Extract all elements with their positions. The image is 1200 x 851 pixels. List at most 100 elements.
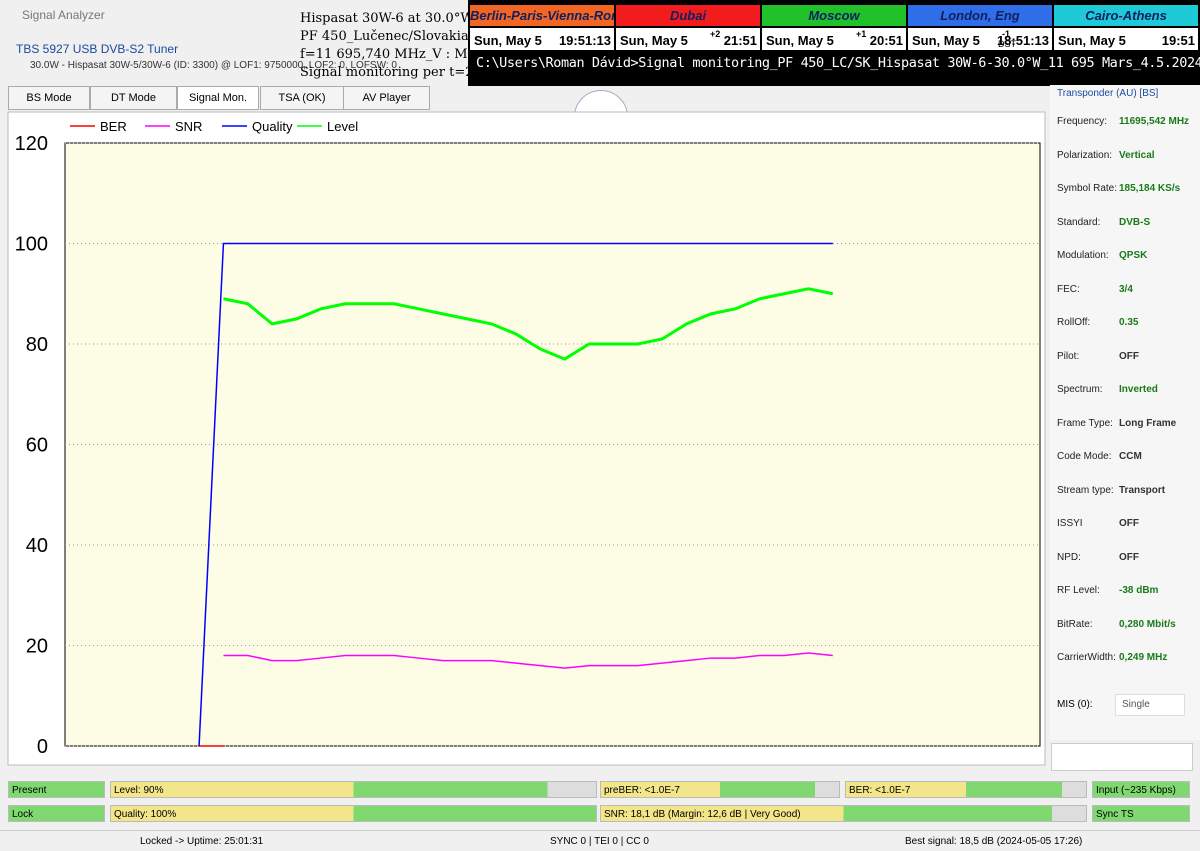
legend-label: SNR — [175, 119, 202, 134]
tp-value: Transport — [1119, 484, 1166, 496]
status-bar: preBER: <1.0E-7 — [600, 781, 840, 798]
overlay-line: Signal monitoring per t=24+h — [300, 65, 502, 80]
tp-value: 3/4 — [1119, 283, 1133, 295]
tp-value: 11695,542 MHz — [1119, 116, 1190, 127]
y-tick-label: 100 — [15, 234, 48, 256]
tp-value: Long Frame — [1119, 417, 1177, 429]
status-bar: Lock — [8, 805, 105, 822]
tp-value: OFF — [1119, 518, 1139, 529]
status-bar: BER: <1.0E-7 — [845, 781, 1087, 798]
series-line — [223, 287, 834, 361]
clock-offset: +2 — [710, 29, 721, 39]
clock-date: Sun, May 5 — [620, 33, 688, 48]
status-bar: Sync TS — [1092, 805, 1190, 822]
tp-value: 0,249 MHz — [1119, 652, 1168, 663]
tp-label: Standard: — [1057, 216, 1101, 228]
y-tick-label: 40 — [26, 535, 48, 557]
mis-label: MIS (0): — [1057, 699, 1093, 710]
y-tick-label: 120 — [15, 133, 48, 155]
tab[interactable]: BS Mode — [8, 86, 90, 110]
tab[interactable]: TSA (OK) — [260, 86, 344, 110]
transponder-panel — [1050, 85, 1200, 740]
clock-cell — [470, 28, 614, 50]
tp-value: 0.35 — [1119, 317, 1139, 328]
series-line — [223, 652, 833, 669]
clock-city: Moscow — [762, 5, 906, 26]
clock-city: Dubai — [616, 5, 760, 26]
status-bar: Present — [8, 781, 105, 798]
overlay-line: Hispasat 30W-6 at 30.0°W — [300, 11, 474, 26]
footer-text: Locked -> Uptime: 25:01:31 — [140, 836, 264, 847]
clock-time: 20:51 — [869, 33, 903, 48]
status-bar: Level: 90% — [110, 781, 597, 798]
tp-value: -38 dBm — [1119, 585, 1159, 596]
tp-label: FEC: — [1057, 283, 1080, 295]
clock-cell — [908, 28, 1052, 50]
y-tick-label: 20 — [26, 636, 48, 658]
tp-label: Frequency: — [1057, 116, 1108, 127]
overlay-line: PF 450_Lučenec/Slovakia — [300, 29, 469, 44]
y-tick-label: 0 — [37, 736, 48, 758]
legend-label: Quality — [252, 119, 293, 134]
tp-label: Code Mode: — [1057, 451, 1112, 462]
status-bar: SNR: 18,1 dB (Margin: 12,6 dB | Very Goo… — [600, 805, 1087, 822]
clock-city: Cairo-Athens — [1054, 5, 1198, 26]
tp-label: NPD: — [1057, 551, 1081, 563]
legend-label: Level — [327, 119, 358, 134]
clock-time: 19:51 — [1161, 33, 1195, 48]
footer-text: Best signal: 18,5 dB (2024-05-05 17:26) — [905, 836, 1083, 847]
tp-value: DVB-S — [1119, 216, 1151, 228]
clock-cell — [1054, 28, 1198, 50]
clock-date: Sun, May 5 — [474, 33, 542, 48]
clock-panel: Berlin-Paris-Vienna-Roma Sun, May 5 19:51:… — [468, 0, 1200, 86]
status-bar: Input (~235 Kbps) — [1092, 781, 1190, 798]
clock-note: DST — [998, 39, 1016, 49]
clock-city: London, Eng — [908, 5, 1052, 26]
tp-value: QPSK — [1119, 250, 1148, 261]
clock-date: Sun, May 5 — [766, 33, 834, 48]
tp-label: Polarization: — [1057, 149, 1113, 161]
clock-offset: +1 — [856, 29, 867, 39]
mis-select[interactable]: Single — [1115, 694, 1185, 716]
tp-label: Spectrum: — [1057, 384, 1103, 395]
tuner-info: 30.0W - Hispasat 30W-5/30W-6 (ID: 3300) … — [30, 60, 397, 71]
y-tick-label: 80 — [26, 334, 48, 356]
clock-cell — [762, 28, 906, 50]
tp-label: Stream type: — [1057, 484, 1114, 496]
tp-value: 0,280 Mbit/s — [1119, 618, 1176, 630]
footer: Locked -> Uptime: 25:01:31 SYNC 0 | TEI 0… — [0, 830, 1200, 851]
overlay-line: f=11 695,740 MHz_V : Mars — [300, 47, 489, 62]
tp-value: OFF — [1119, 350, 1139, 362]
tp-value: Inverted — [1119, 384, 1158, 395]
clock-time: 18:51:13 — [996, 33, 1049, 48]
overlay: Hispasat 30W-6 at 30.0°W PF 450_Lučenec/S… — [300, 10, 501, 82]
status-bar: Quality: 100% — [110, 805, 597, 822]
clock-offset: -1 — [1002, 29, 1011, 39]
series-line — [198, 242, 833, 747]
legend-label: BER — [100, 119, 127, 134]
tp-label: CarrierWidth: — [1057, 652, 1116, 663]
tp-label: Modulation: — [1057, 250, 1109, 261]
console-line: C:\Users\Roman Dávid>Signal monitoring_P… — [476, 55, 1200, 71]
y-tick-label: 60 — [26, 435, 48, 457]
footer-text: SYNC 0 | TEI 0 | CC 0 — [550, 836, 649, 847]
transponder-title: Transponder (AU) [BS] — [1057, 88, 1159, 99]
tp-value: CCM — [1119, 451, 1142, 462]
tab[interactable]: AV Player — [343, 86, 430, 110]
tp-label: Frame Type: — [1057, 417, 1113, 429]
tp-label: RF Level: — [1057, 585, 1100, 596]
clock-date: Sun, May 5 — [912, 33, 980, 48]
tp-label: RollOff: — [1057, 317, 1091, 328]
tab[interactable]: DT Mode — [90, 86, 177, 110]
tp-label: Symbol Rate: — [1057, 183, 1118, 194]
tp-value: OFF — [1119, 551, 1139, 563]
clock-time: 19:51:13 — [558, 33, 611, 48]
clock-time: 21:51 — [723, 33, 757, 48]
tp-label: Pilot: — [1057, 350, 1080, 362]
tab[interactable]: Signal Mon. — [177, 86, 259, 110]
tuner: TBS 5927 USB DVB-S2 Tuner — [16, 42, 179, 56]
tp-label: BitRate: — [1057, 618, 1093, 630]
icon-button[interactable] — [1051, 743, 1193, 771]
chart: 0 20 40 60 80 100 120 BER SNR Quality Level — [7, 111, 1046, 766]
